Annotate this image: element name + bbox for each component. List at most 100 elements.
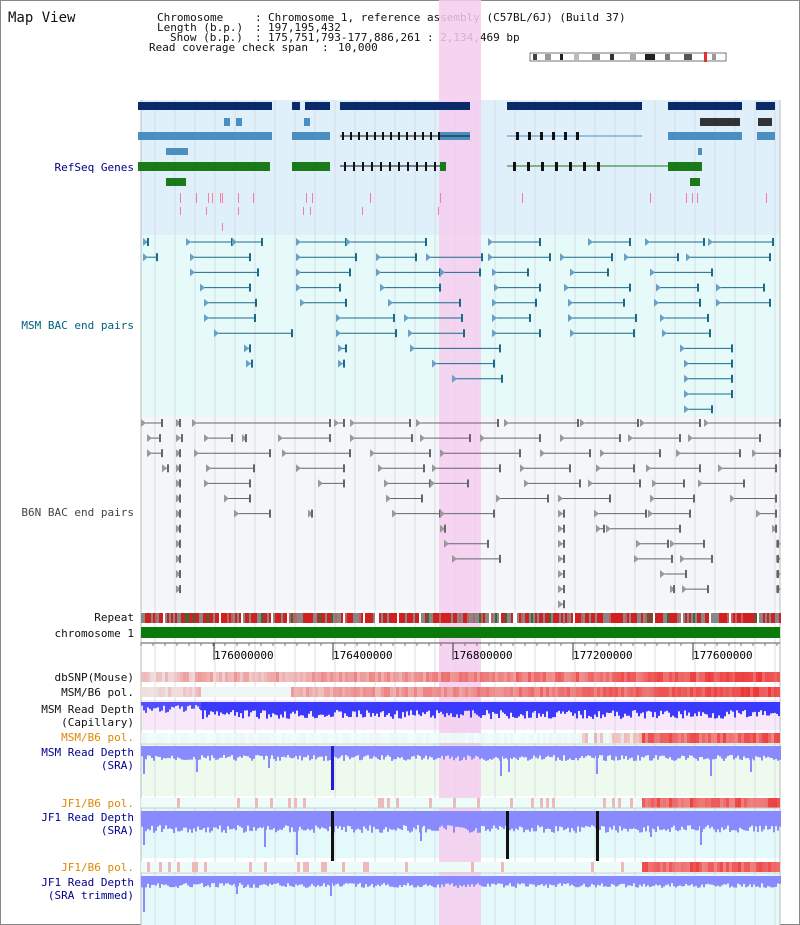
dbsnp-heat xyxy=(219,672,222,682)
jf1-b6-pol-heat xyxy=(651,798,654,808)
dbsnp-heat xyxy=(375,672,378,682)
msm-depth-cap-bar xyxy=(222,702,224,715)
track-label-msm-bac[interactable]: MSM BAC end pairs xyxy=(21,319,134,332)
msm-depth-sra-bar xyxy=(179,746,181,759)
jf1-b6-pol2-heat xyxy=(540,862,543,872)
msm-b6-pol2-heat xyxy=(684,733,687,743)
msm-b6-pol2-heat xyxy=(243,733,246,743)
jf1-depth-sra-bar xyxy=(585,811,587,827)
jf1-b6-pol2-heat xyxy=(648,862,651,872)
jf1-depth-sra-bar xyxy=(491,811,493,829)
jf1-b6-pol2-heat xyxy=(552,862,555,872)
jf1-depth-sra-bar xyxy=(433,811,435,831)
jf1-b6-pol-heat xyxy=(534,798,537,808)
repeat-mark xyxy=(449,613,451,623)
jf1-depth-trim-bar xyxy=(253,876,255,885)
msm-b6-pol2-heat xyxy=(537,733,540,743)
dbsnp-heat xyxy=(528,672,531,682)
msm-bac-end xyxy=(440,268,445,277)
msm-bac-end xyxy=(629,283,631,292)
msm-b6-pol-heat xyxy=(549,687,552,697)
msm-b6-pol2-heat xyxy=(747,733,750,743)
jf1-depth-trim-bar xyxy=(415,876,417,888)
msm-b6-pol2-heat xyxy=(174,733,177,743)
jf1-depth-sra-bar xyxy=(555,811,557,827)
track-label-b6n-bac[interactable]: B6N BAC end pairs xyxy=(21,506,134,519)
jf1-b6-pol-heat xyxy=(696,798,699,808)
repeat-mark xyxy=(591,613,593,623)
msm-b6-pol2-heat xyxy=(711,733,714,743)
msm-bac-end xyxy=(249,283,251,292)
jf1-depth-sra-bar xyxy=(243,811,245,833)
dbsnp-heat xyxy=(723,672,726,682)
jf1-depth-trim-bar xyxy=(647,876,649,886)
b6n-bac-end xyxy=(308,509,313,518)
msm-depth-cap-bar xyxy=(340,702,342,712)
msm-depth-cap-bar xyxy=(516,702,518,718)
repeat-mark xyxy=(211,613,213,623)
dbsnp-heat xyxy=(177,672,180,682)
msm-depth-cap-bar xyxy=(578,702,580,711)
msm-depth-sra-bar xyxy=(411,746,413,757)
msm-b6-pol2-heat xyxy=(165,733,168,743)
b6n-bac-end xyxy=(772,524,777,533)
jf1-depth-trim-bar xyxy=(177,876,179,888)
msm-b6-pol-heat xyxy=(609,687,612,697)
msm-b6-pol-heat xyxy=(168,687,171,697)
repeat-mark xyxy=(671,613,673,623)
msm-b6-pol-heat xyxy=(234,687,237,697)
refseq-exon xyxy=(382,132,384,140)
msm-b6-pol-heat xyxy=(141,687,144,697)
jf1-b6-pol-heat xyxy=(309,798,312,808)
msm-b6-pol-heat xyxy=(624,687,627,697)
msm-b6-pol2-heat xyxy=(624,733,627,743)
jf1-depth-sra-bar xyxy=(601,811,603,827)
msm-b6-pol-heat xyxy=(453,687,456,697)
axis-tick-label: 176800000 xyxy=(453,649,513,662)
b6n-bac-end xyxy=(646,464,651,473)
msm-depth-sra-bar xyxy=(443,746,445,760)
msm-depth-sra-bar xyxy=(683,746,685,757)
jf1-depth-sra-bar xyxy=(275,811,277,833)
b6n-bac-end xyxy=(384,479,389,488)
jf1-depth-trim-bar xyxy=(327,876,329,885)
jf1-depth-trim-bar xyxy=(487,876,489,884)
b6n-bac-end xyxy=(440,449,445,458)
jf1-depth-sra-bar xyxy=(529,811,531,832)
jf1-b6-pol2-heat xyxy=(759,862,762,872)
jf1-depth-trim-bar xyxy=(763,876,765,888)
msm-b6-pol2-heat xyxy=(657,733,660,743)
jf1-depth-trim-bar xyxy=(409,876,411,886)
msm-depth-sra-bar xyxy=(319,746,321,757)
msm-b6-pol-heat xyxy=(387,687,390,697)
msm-depth-cap-bar xyxy=(314,702,316,719)
jf1-depth-trim-bar xyxy=(337,876,339,884)
dbsnp-heat xyxy=(738,672,741,682)
b6n-bac-end xyxy=(147,449,152,458)
jf1-b6-pol2-heat xyxy=(765,862,768,872)
msm-depth-cap-bar xyxy=(704,702,706,714)
jf1-depth-trim-bar xyxy=(287,876,289,884)
msm-depth-sra-bar xyxy=(225,746,227,759)
jf1-depth-trim-bar xyxy=(489,876,491,887)
msm-depth-cap-bar xyxy=(480,702,482,718)
msm-depth-cap-bar xyxy=(256,702,258,717)
jf1-b6-pol-heat xyxy=(717,798,720,808)
msm-depth-cap-bar xyxy=(276,702,278,716)
jf1-b6-pol2-heat xyxy=(627,862,630,872)
refseq-exon xyxy=(527,162,530,171)
jf1-depth-sra-bar xyxy=(153,811,155,833)
jf1-depth-trim-bar xyxy=(211,876,213,884)
jf1-depth-trim-bar xyxy=(749,876,751,885)
msm-depth-sra-bar xyxy=(747,746,749,759)
msm-b6-pol-heat xyxy=(147,687,150,697)
track-label-refseq[interactable]: RefSeq Genes xyxy=(54,161,134,174)
msm-bac-end xyxy=(645,238,650,246)
jf1-b6-pol2-heat xyxy=(285,862,288,872)
msm-b6-pol-heat xyxy=(480,687,483,697)
jf1-depth-sra-bar xyxy=(563,811,565,831)
b6n-bac-end xyxy=(718,464,723,473)
msm-b6-pol2-heat xyxy=(369,733,372,743)
dbsnp-heat xyxy=(513,672,516,682)
